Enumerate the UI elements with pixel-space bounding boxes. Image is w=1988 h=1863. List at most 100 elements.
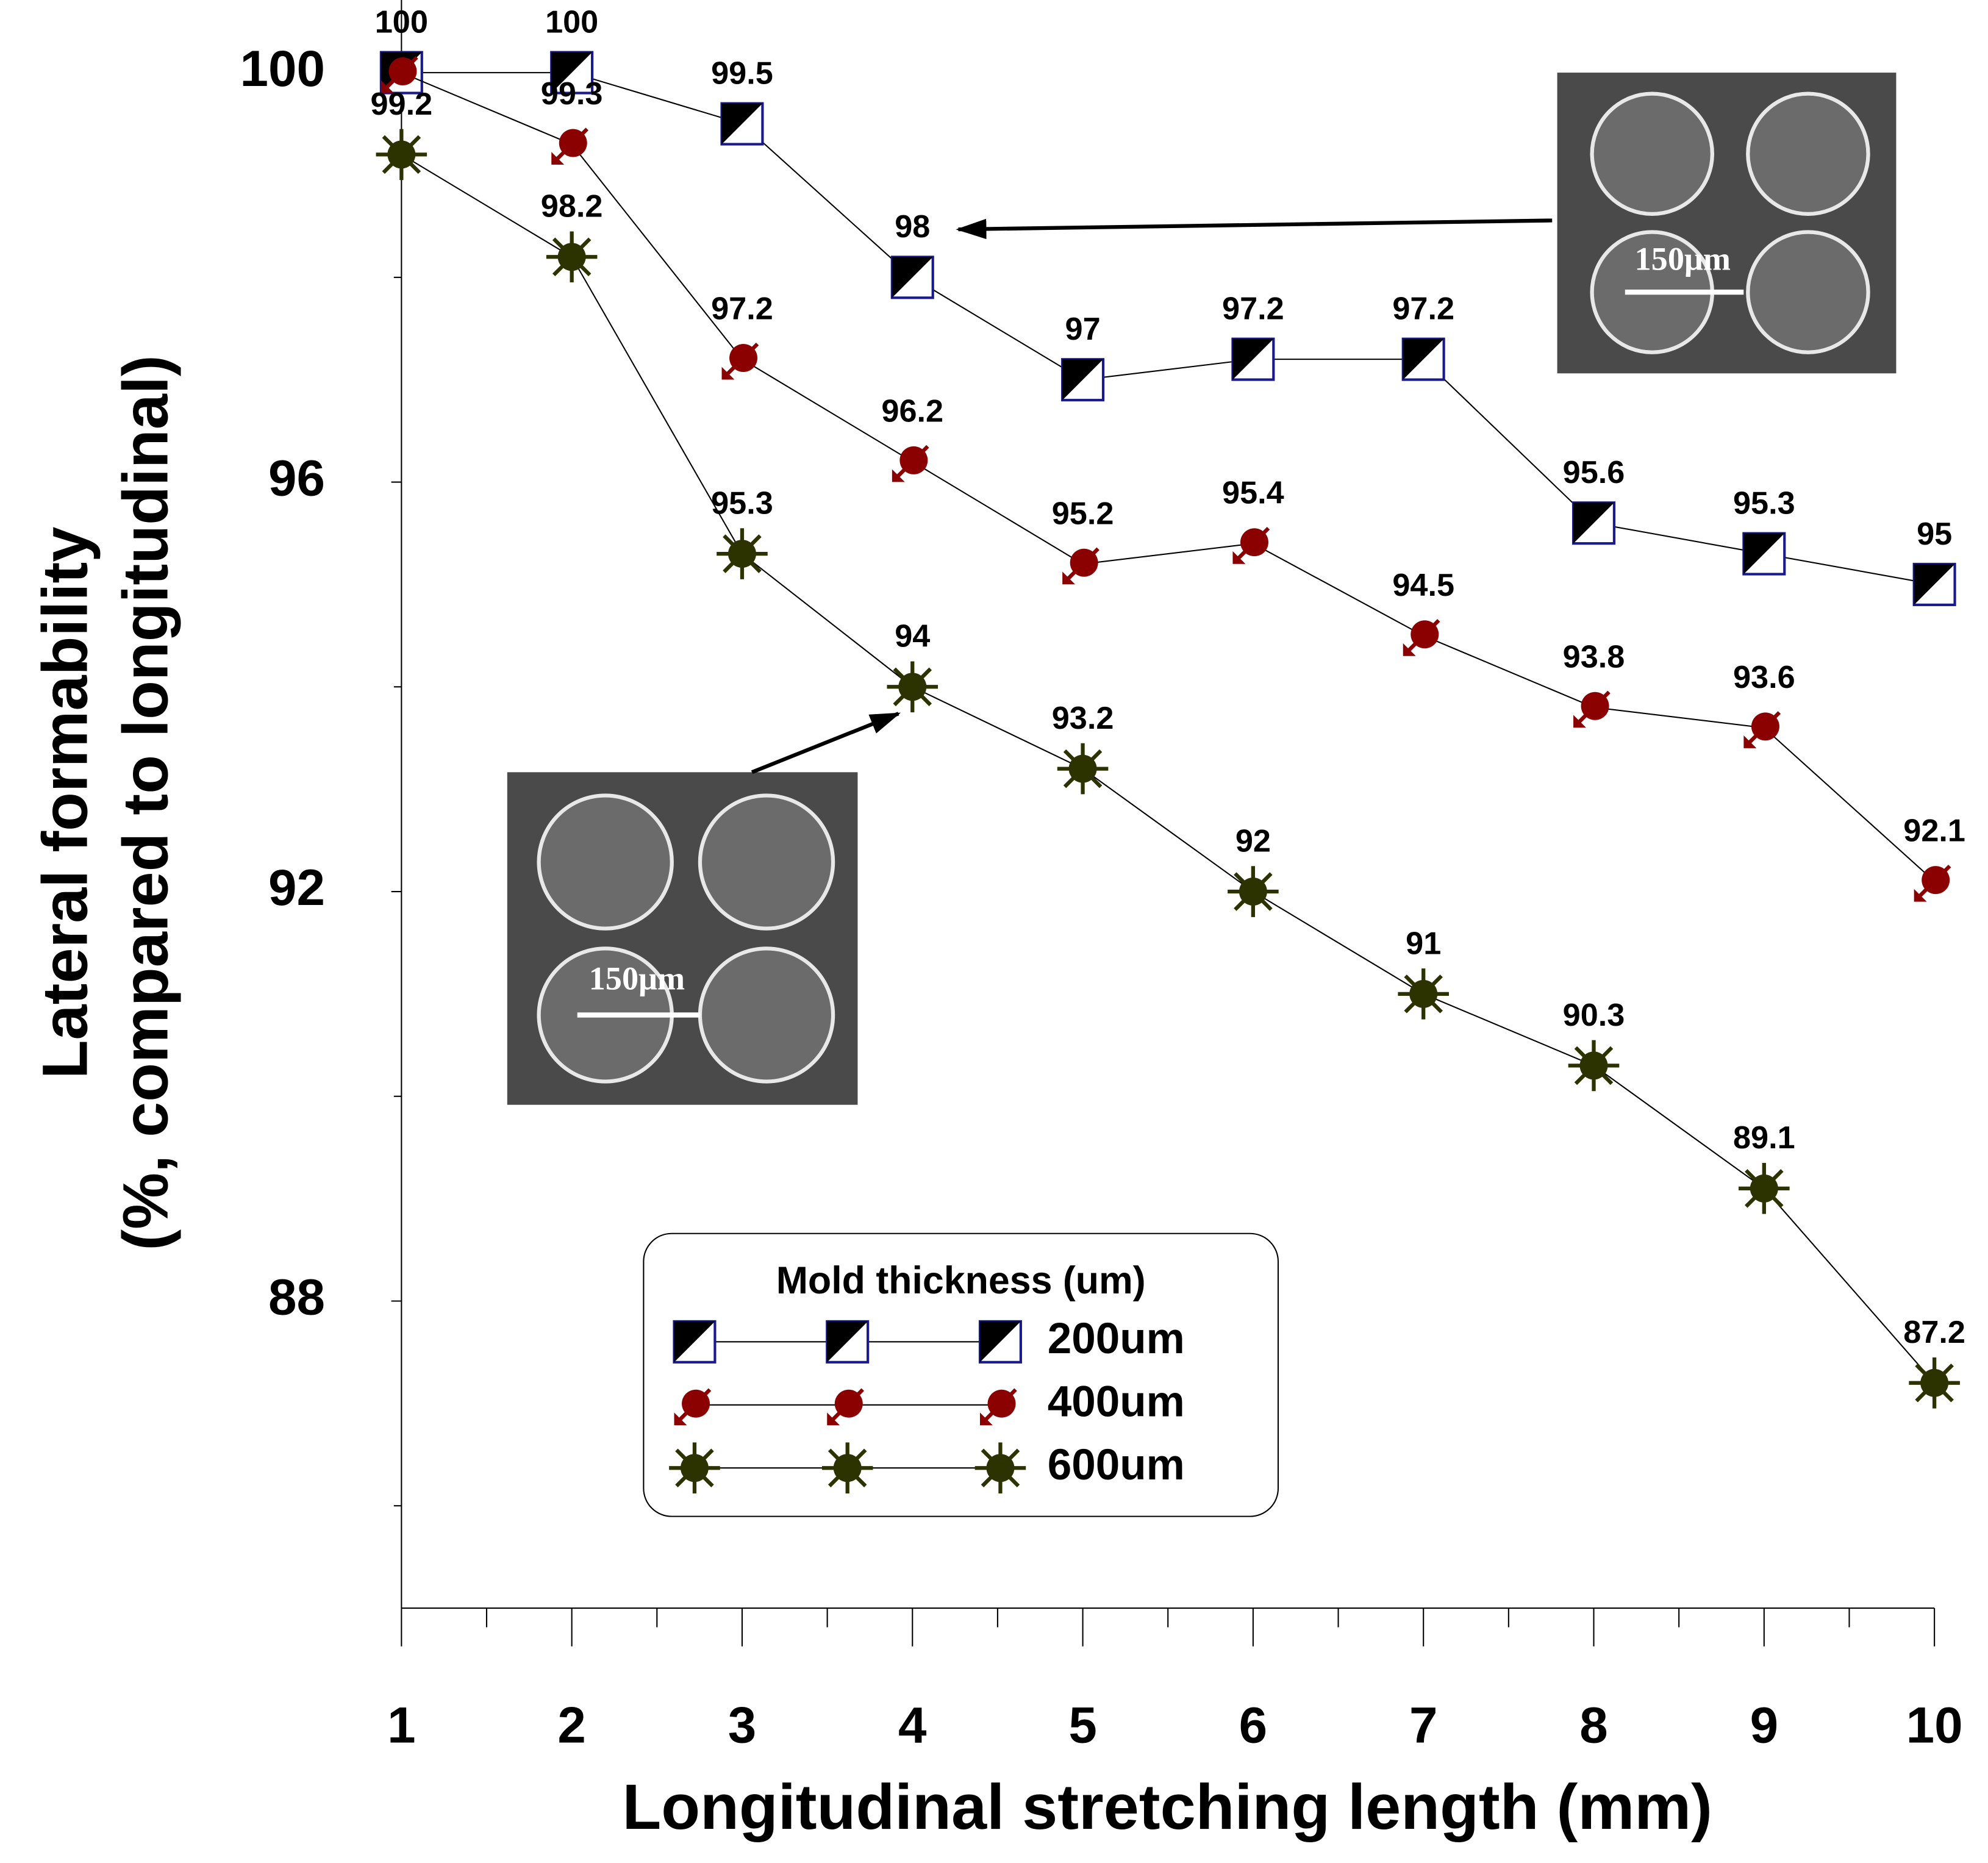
- marker-fill: [1743, 533, 1785, 574]
- value-label: 92: [1235, 823, 1271, 859]
- x-tick-label: 7: [1409, 1697, 1437, 1754]
- marker: [1228, 866, 1279, 917]
- scale-label: 150μm: [589, 960, 685, 996]
- marker: [1568, 1040, 1620, 1092]
- annotation-arrow: [956, 218, 1553, 240]
- marker-dot: [1581, 692, 1609, 720]
- marker: [381, 55, 418, 93]
- series-line: [401, 154, 1935, 1384]
- microlens: [698, 793, 835, 931]
- value-label: 96.2: [881, 393, 943, 429]
- marker-arrow-head: [551, 152, 565, 165]
- marker-fill: [1403, 338, 1444, 380]
- value-label: 94: [895, 619, 930, 654]
- marker-dot: [1750, 1174, 1778, 1203]
- value-label: 89.1: [1733, 1120, 1795, 1156]
- marker: [1573, 690, 1611, 728]
- marker-dot: [680, 1454, 709, 1482]
- microlens: [1746, 230, 1870, 354]
- marker: [717, 528, 768, 579]
- value-label: 100: [545, 4, 598, 40]
- marker: [1743, 711, 1781, 748]
- value-label: 100: [375, 4, 428, 40]
- marker: [1061, 358, 1105, 402]
- marker-fill: [721, 103, 763, 145]
- marker: [1062, 547, 1099, 585]
- x-tick-label: 5: [1068, 1697, 1096, 1754]
- series-line: [401, 72, 1935, 585]
- marker: [1401, 337, 1445, 381]
- x-tick-label: 1: [387, 1697, 415, 1754]
- microlens: [1746, 91, 1870, 216]
- marker-dot: [1922, 866, 1950, 895]
- marker-dot: [559, 129, 587, 157]
- value-label: 95.3: [711, 485, 773, 521]
- marker-dot: [833, 1454, 862, 1482]
- y-axis-title: Lateral formability: [30, 527, 101, 1079]
- scale-label: 150μm: [1635, 240, 1731, 277]
- value-label: 95.4: [1222, 476, 1284, 511]
- value-label: 99.2: [370, 87, 432, 122]
- marker-dot: [1920, 1368, 1949, 1397]
- marker-arrow-head: [1062, 571, 1076, 585]
- y-axis-title: (%, compared to longitudinal): [110, 355, 181, 1250]
- marker-arrow-head: [1573, 715, 1586, 728]
- marker: [1231, 337, 1275, 381]
- marker-dot: [834, 1389, 863, 1418]
- y-tick-label: 100: [240, 40, 325, 97]
- marker: [673, 1320, 717, 1364]
- value-label: 91: [1406, 926, 1441, 961]
- marker: [1742, 532, 1786, 576]
- marker: [1912, 562, 1956, 606]
- microlens: [1590, 91, 1715, 216]
- marker: [890, 256, 934, 299]
- marker-arrow-head: [892, 469, 905, 482]
- legend-box: [643, 1232, 1279, 1517]
- value-label: 98: [895, 209, 930, 245]
- value-label: 93.6: [1733, 660, 1795, 695]
- value-label: 93.8: [1563, 639, 1625, 674]
- x-tick-label: 2: [557, 1697, 585, 1754]
- marker-dot: [1751, 712, 1779, 741]
- marker: [546, 231, 598, 283]
- marker-dot: [1409, 979, 1438, 1008]
- marker: [551, 127, 588, 165]
- x-tick-label: 9: [1750, 1697, 1778, 1754]
- marker-fill: [1232, 338, 1274, 380]
- marker: [1057, 743, 1109, 795]
- marker-fill: [827, 1321, 868, 1362]
- value-label: 97.2: [711, 291, 773, 327]
- marker: [1914, 864, 1951, 902]
- marker-dot: [1411, 620, 1439, 649]
- marker: [821, 1442, 873, 1494]
- x-tick-label: 10: [1906, 1697, 1963, 1754]
- marker-fill: [1914, 563, 1955, 605]
- marker-dot: [1239, 878, 1267, 906]
- marker: [978, 1320, 1022, 1364]
- y-tick-label: 96: [268, 449, 325, 507]
- sem-image: 150μm: [1557, 73, 1897, 374]
- legend-label: 600um: [1048, 1441, 1185, 1489]
- marker: [550, 51, 594, 95]
- value-label: 90.3: [1563, 998, 1625, 1033]
- marker-dot: [1070, 548, 1098, 577]
- marker: [1403, 619, 1440, 656]
- marker: [826, 1320, 870, 1364]
- value-label: 99.5: [711, 55, 773, 91]
- value-label: 95.2: [1052, 496, 1114, 531]
- annotation-arrow: [751, 712, 901, 774]
- value-label: 98.2: [541, 189, 603, 224]
- series-line: [401, 72, 1935, 882]
- marker: [1232, 526, 1270, 564]
- marker-dot: [387, 140, 416, 169]
- marker-dot: [1068, 754, 1097, 783]
- marker: [892, 445, 929, 482]
- y-tick-label: 92: [268, 859, 325, 916]
- marker-dot: [728, 540, 756, 568]
- marker-fill: [674, 1321, 715, 1362]
- value-label: 97: [1065, 312, 1101, 347]
- y-tick-label: 88: [268, 1268, 325, 1326]
- legend-title: Mold thickness (um): [776, 1259, 1146, 1302]
- marker-dot: [899, 446, 928, 474]
- value-label: 87.2: [1903, 1315, 1965, 1350]
